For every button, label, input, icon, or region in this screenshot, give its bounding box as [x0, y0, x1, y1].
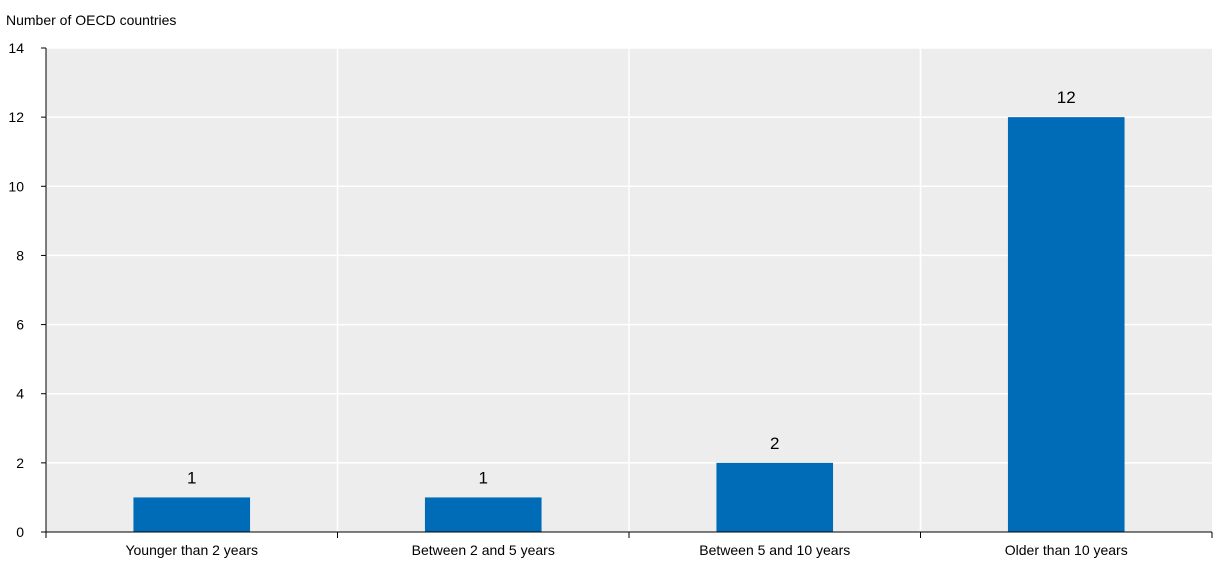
- y-tick-label: 4: [16, 386, 24, 402]
- data-label: 12: [1057, 88, 1076, 107]
- y-tick-label: 0: [16, 524, 24, 540]
- y-tick-label: 12: [8, 109, 24, 125]
- data-label: 2: [770, 434, 779, 453]
- data-label: 1: [479, 468, 488, 487]
- y-tick-label: 8: [16, 247, 24, 263]
- y-axis-label: Number of OECD countries: [6, 12, 176, 28]
- x-tick-label: Between 2 and 5 years: [412, 542, 555, 558]
- y-tick-label: 14: [8, 40, 24, 56]
- x-tick-label: Between 5 and 10 years: [699, 542, 850, 558]
- bar: [424, 497, 542, 532]
- y-tick-label: 10: [8, 178, 24, 194]
- x-tick-label: Younger than 2 years: [125, 542, 258, 558]
- x-tick-label: Older than 10 years: [1005, 542, 1128, 558]
- y-tick-label: 6: [16, 317, 24, 333]
- bar: [716, 462, 834, 532]
- bar: [133, 497, 251, 532]
- bar: [1007, 117, 1125, 533]
- data-label: 1: [187, 468, 196, 487]
- y-tick-label: 2: [16, 455, 24, 471]
